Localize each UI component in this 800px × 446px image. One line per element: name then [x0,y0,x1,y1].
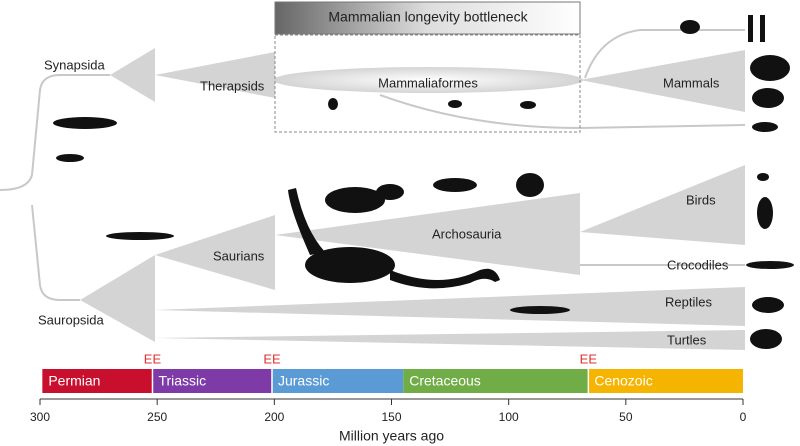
x-tick-label: 300 [30,410,50,424]
period-bar [271,369,404,393]
clade-labels: Synapsida Therapsids Mammaliaformes Mamm… [38,57,729,347]
period-label: Cenozoic [594,373,652,389]
clade-label: Archosauria [432,226,502,241]
bottleneck-region [274,34,581,133]
period-label: Cretaceous [409,373,481,389]
x-axis-title: Million years ago [339,428,444,444]
period-label: Jurassic [278,373,329,389]
x-tick-label: 0 [740,410,747,424]
period-label: Permian [48,373,100,389]
clade-label: Mammals [663,75,720,90]
clade-shapes [80,48,745,350]
clade-label: Sauropsida [38,312,105,327]
extinction-label: EE [263,351,281,366]
clade-label: Crocodiles [667,257,729,272]
x-tick-label: 200 [264,410,284,424]
clade-label: Synapsida [44,57,105,72]
extinction-label: EE [144,351,162,366]
x-tick-label: 100 [499,410,519,424]
clade-label: Mammaliaformes [378,75,478,90]
bottleneck-box [274,1,581,35]
tree-lines [0,29,746,301]
period-bar [42,369,153,393]
clade-label: Therapsids [200,78,265,93]
x-tick-label: 250 [147,410,167,424]
period-label: Triassic [158,373,206,389]
x-tick-label: 50 [619,410,633,424]
extinction-label: EE [580,351,598,366]
clade-label: Birds [686,192,716,207]
silhouettes [53,15,794,349]
x-tick-label: 150 [381,410,401,424]
clade-label: Saurians [213,248,265,263]
period-bar [403,369,589,393]
period-bar [152,369,272,393]
clade-label: Turtles [667,332,707,347]
clade-label: Reptiles [665,294,712,309]
period-bar [588,369,743,393]
bottleneck-label: Mammalian longevity bottleneck [328,9,528,25]
